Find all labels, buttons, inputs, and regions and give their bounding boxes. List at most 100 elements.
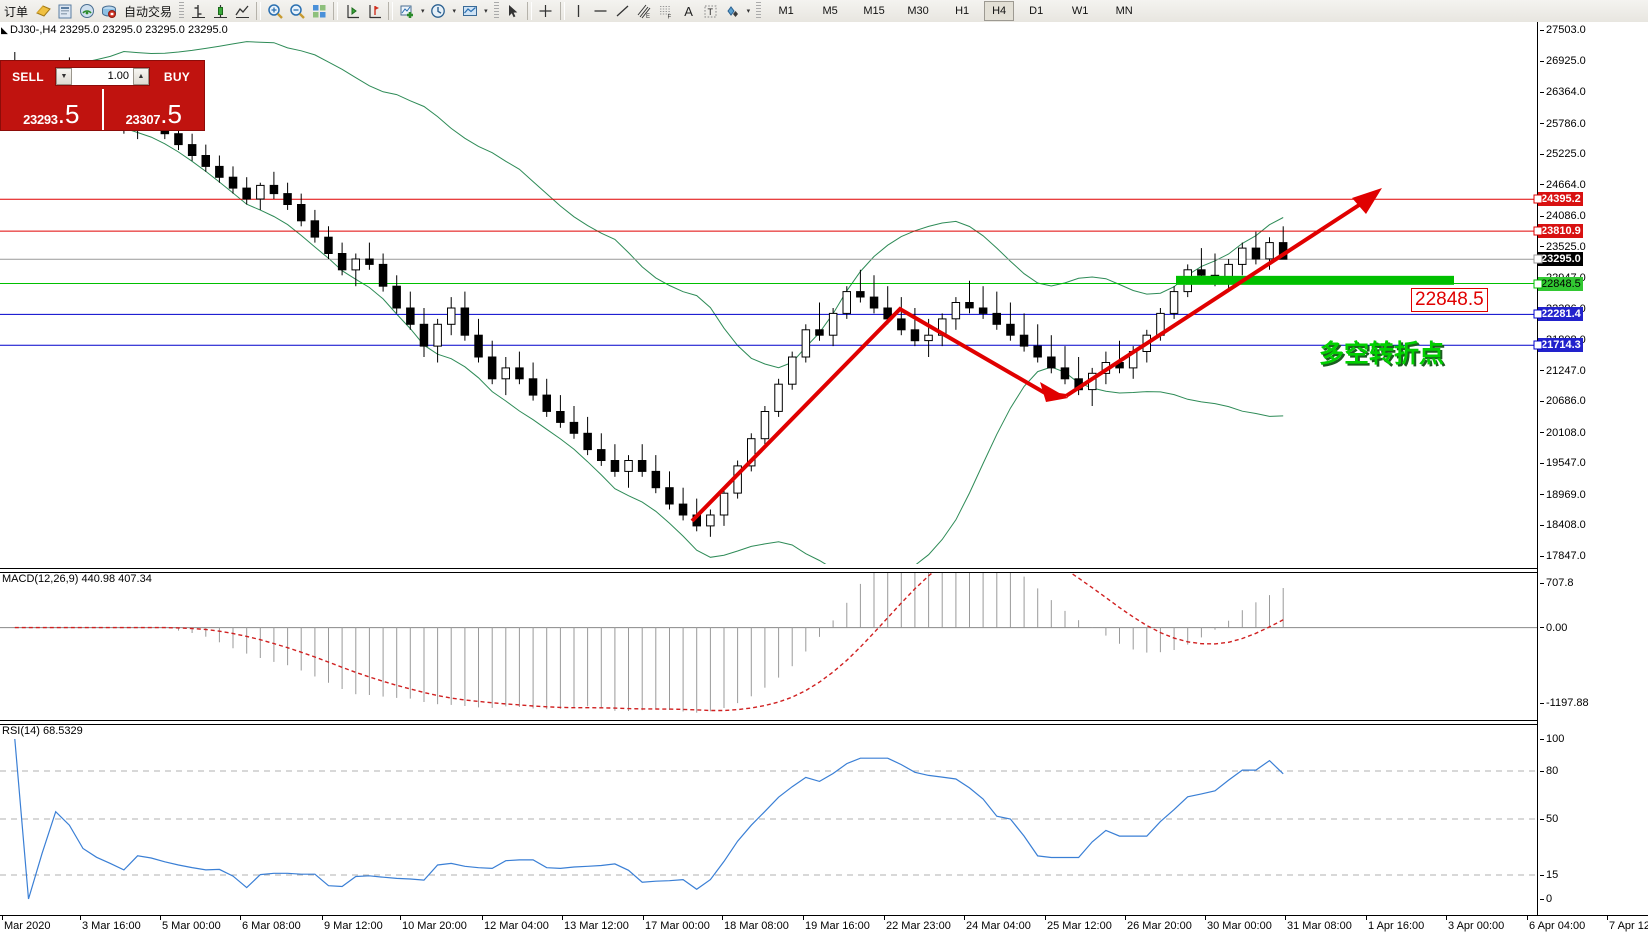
templates-dropdown-caret[interactable]: ▾ — [484, 8, 488, 15]
time-tick-mark — [884, 916, 885, 920]
market-icon[interactable] — [98, 1, 120, 21]
price-level-badge[interactable]: 22281.4 — [1538, 307, 1583, 322]
objects-dropdown-caret[interactable]: ▾ — [746, 8, 751, 15]
indicators-dropdown-caret[interactable]: ▾ — [421, 8, 425, 15]
chart-scroll-arrow-icon: ◣ — [1, 25, 8, 35]
periods-dropdown-caret[interactable]: ▾ — [452, 8, 457, 15]
time-tick-mark — [160, 916, 161, 920]
text-label-icon[interactable]: T — [700, 1, 722, 21]
price-level-handle[interactable] — [1533, 309, 1543, 319]
signals-icon[interactable] — [76, 1, 98, 21]
timeframe-h1[interactable]: H1 — [955, 5, 970, 17]
time-tick-label: 26 Mar 20:00 — [1127, 920, 1192, 932]
volume-value[interactable]: 1.00 — [72, 68, 133, 85]
toolbar-grip[interactable] — [179, 2, 185, 20]
volume-stepper[interactable]: ▼ 1.00 ▲ — [55, 67, 150, 86]
timeframe-m1[interactable]: M1 — [778, 5, 794, 17]
sell-button[interactable]: 23293 .5 — [1, 89, 102, 130]
toolbar-separator-5 — [559, 2, 565, 20]
price-pane[interactable] — [0, 22, 1537, 564]
templates-icon[interactable] — [459, 1, 481, 21]
timeframe-d1[interactable]: D1 — [1029, 5, 1044, 17]
chart-area[interactable]: ◣ DJ30-,H4 23295.0 23295.0 23295.0 23295… — [0, 22, 1648, 940]
candlestick-chart-icon[interactable] — [209, 1, 231, 21]
buy-button[interactable]: 23307 .5 — [101, 89, 205, 130]
time-axis[interactable]: Mar 2020 3 Mar 16:00 5 Mar 00:00 6 Mar 08:0… — [0, 915, 1648, 940]
rsi-pane[interactable]: RSI(14) 68.5329 — [0, 725, 1537, 915]
equidistant-channel-icon[interactable]: E — [634, 1, 656, 21]
price-level-handle[interactable] — [1533, 279, 1543, 289]
time-tick-mark — [1366, 916, 1367, 920]
orders-label[interactable]: 订单 — [4, 4, 29, 19]
price-level-badge[interactable]: 23295.0 — [1538, 252, 1583, 267]
time-tick-label: 19 Mar 16:00 — [805, 920, 870, 932]
price-chart-canvas[interactable] — [0, 22, 1537, 564]
fibonacci-icon[interactable]: F — [656, 1, 678, 21]
time-tick-label: 3 Apr 00:00 — [1448, 920, 1505, 932]
vertical-line-icon[interactable] — [568, 1, 590, 21]
bar-chart-icon[interactable] — [187, 1, 209, 21]
timeframe-m30[interactable]: M30 — [907, 5, 929, 17]
buy-label: BUY — [163, 69, 191, 84]
time-tick-label: 18 Mar 08:00 — [724, 920, 789, 932]
timeframe-h4[interactable]: H4 — [984, 1, 1015, 21]
tile-windows-icon[interactable] — [308, 1, 330, 21]
price-tick: 23525.0 — [1540, 241, 1586, 253]
indicators-icon[interactable] — [396, 1, 418, 21]
price-level-badge[interactable]: 23810.9 — [1538, 224, 1583, 239]
one-click-trading-panel[interactable]: SELL ▼ 1.00 ▲ BUY 23293 .5 23307 .5 — [0, 60, 205, 131]
timeframe-w1[interactable]: W1 — [1071, 5, 1089, 17]
cursor-icon[interactable] — [502, 1, 524, 21]
price-level-handle[interactable] — [1533, 254, 1543, 264]
trendline-icon[interactable] — [612, 1, 634, 21]
chart-shift-icon[interactable] — [363, 1, 385, 21]
zoom-out-icon[interactable] — [286, 1, 308, 21]
macd-canvas[interactable] — [0, 573, 1537, 717]
periods-icon[interactable] — [428, 1, 450, 21]
auto-scroll-icon[interactable] — [341, 1, 363, 21]
new-order-icon[interactable] — [32, 1, 54, 21]
oct-price-row: 23293 .5 23307 .5 — [1, 89, 204, 130]
line-chart-icon[interactable] — [231, 1, 253, 21]
toolbar-grip-2[interactable] — [493, 2, 499, 20]
time-tick-mark — [322, 916, 323, 920]
timeframe-m5[interactable]: M5 — [822, 5, 838, 17]
toolbar-separator-2 — [333, 2, 339, 20]
book-icon[interactable] — [54, 1, 76, 21]
time-tick-mark — [400, 916, 401, 920]
time-tick-mark — [643, 916, 644, 920]
price-level-badge[interactable]: 24395.2 — [1538, 192, 1583, 207]
horizontal-line-icon[interactable] — [590, 1, 612, 21]
time-tick-mark — [482, 916, 483, 920]
price-tick: 25786.0 — [1540, 118, 1586, 130]
toolbar-grip-3[interactable] — [756, 2, 762, 20]
time-tick-label: 1 Apr 16:00 — [1368, 920, 1425, 932]
price-tick: 20108.0 — [1540, 427, 1586, 439]
time-tick-mark — [722, 916, 723, 920]
rsi-canvas[interactable] — [0, 725, 1537, 915]
volume-increase-icon[interactable]: ▲ — [133, 68, 149, 85]
symbol-period-label: DJ30-,H4 23295.0 23295.0 23295.0 23295.0 — [10, 24, 228, 36]
svg-text:T: T — [708, 7, 714, 17]
price-tick: 17847.0 — [1540, 550, 1586, 562]
macd-pane[interactable]: MACD(12,26,9) 440.98 407.34 — [0, 573, 1537, 717]
crosshair-icon[interactable] — [535, 1, 557, 21]
time-tick-label: 31 Mar 08:00 — [1287, 920, 1352, 932]
time-tick-mark — [964, 916, 965, 920]
timeframe-mn[interactable]: MN — [1115, 5, 1133, 17]
price-level-badge[interactable]: 21714.3 — [1538, 338, 1583, 353]
price-level-handle[interactable] — [1533, 194, 1543, 204]
price-level-handle[interactable] — [1533, 340, 1543, 350]
sell-price-integer: 23293 — [23, 112, 58, 127]
price-level-badge[interactable]: 22848.5 — [1538, 276, 1583, 291]
timeframe-m15[interactable]: M15 — [863, 5, 885, 17]
autotrade-label[interactable]: 自动交易 — [124, 4, 173, 19]
pane-divider-rsi — [0, 720, 1537, 725]
price-level-handle[interactable] — [1533, 226, 1543, 236]
price-axis[interactable]: 27503.0 26925.0 26364.0 25786.0 25225.0 24664… — [1533, 22, 1648, 915]
objects-icon[interactable] — [722, 1, 744, 21]
zoom-in-icon[interactable] — [264, 1, 286, 21]
volume-decrease-icon[interactable]: ▼ — [56, 68, 72, 85]
main-toolbar: 订单 自动交易 ▾ ▾ — [0, 0, 1648, 23]
text-icon[interactable]: A — [684, 3, 693, 19]
